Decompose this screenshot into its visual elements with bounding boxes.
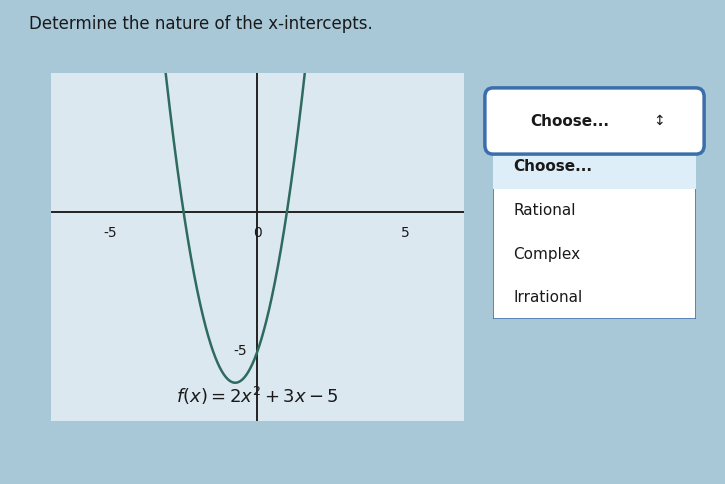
Text: ↕: ↕ — [654, 114, 666, 128]
Text: Determine the nature of the x-intercepts.: Determine the nature of the x-intercepts… — [29, 15, 373, 32]
Text: -5: -5 — [103, 226, 117, 240]
Text: 0: 0 — [253, 226, 262, 240]
FancyBboxPatch shape — [485, 88, 704, 154]
Text: -5: -5 — [233, 345, 247, 358]
Text: Irrational: Irrational — [513, 290, 583, 305]
Text: $f(x) = 2x^2 + 3x - 5$: $f(x) = 2x^2 + 3x - 5$ — [176, 385, 339, 407]
Bar — [493, 145, 696, 189]
Text: 5: 5 — [401, 226, 410, 240]
Text: Choose...: Choose... — [531, 114, 610, 128]
Text: Choose...: Choose... — [513, 160, 592, 174]
FancyBboxPatch shape — [493, 145, 696, 319]
Text: Complex: Complex — [513, 247, 581, 261]
Text: Rational: Rational — [513, 203, 576, 218]
